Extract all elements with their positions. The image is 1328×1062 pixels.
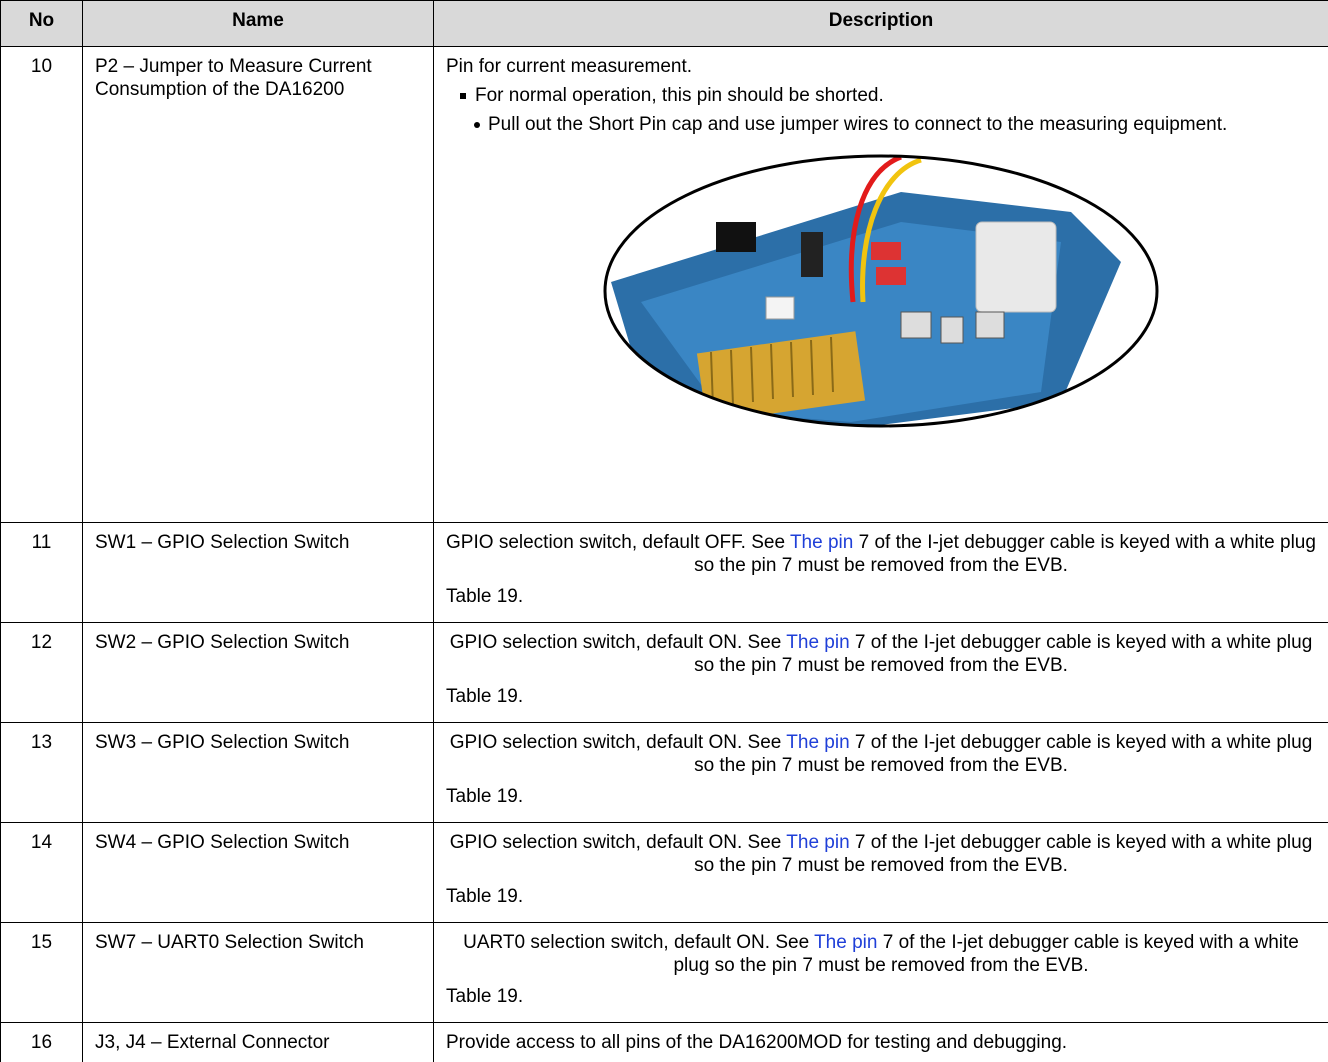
- header-cell: Name: [82, 0, 434, 47]
- description-text: GPIO selection switch, default ON. See T…: [446, 831, 1316, 877]
- table-row: 15 SW7 – UART0 Selection Switch UART0 sele…: [0, 922, 1328, 1023]
- sub-bullet: Pull out the Short Pin cap and use jumpe…: [446, 113, 1316, 136]
- description-intro: Pin for current measurement.: [446, 56, 693, 77]
- table-reference: Table 19.: [446, 786, 524, 807]
- row-name: SW1 – GPIO Selection Switch: [82, 522, 434, 623]
- row-number: 12: [0, 622, 83, 723]
- description-text: GPIO selection switch, default OFF. See …: [446, 531, 1316, 577]
- header-cell: Description: [433, 0, 1328, 47]
- cross-reference-link[interactable]: The pin: [786, 632, 850, 653]
- row-description: Pin for current measurement. For normal o…: [433, 46, 1328, 523]
- cross-reference-link[interactable]: The pin: [814, 932, 878, 953]
- row-description: GPIO selection switch, default ON. See T…: [433, 822, 1328, 923]
- row-number: 14: [0, 822, 83, 923]
- table-row: 14 SW4 – GPIO Selection Switch GPIO select…: [0, 822, 1328, 923]
- board-illustration: [603, 154, 1159, 428]
- text: 7 of the I-jet debugger cable is keyed w…: [673, 932, 1299, 976]
- text: GPIO selection switch, default ON. See: [449, 832, 787, 853]
- text: GPIO selection switch, default ON. See: [449, 632, 787, 653]
- header-row: No Name Description: [0, 0, 1328, 47]
- table-reference: Table 19.: [446, 986, 524, 1007]
- row-description: Provide access to all pins of the DA1620…: [433, 1022, 1328, 1062]
- text: UART0 selection switch, default ON. See: [463, 932, 815, 953]
- row-name: SW7 – UART0 Selection Switch: [82, 922, 434, 1023]
- cross-reference-link[interactable]: The pin: [786, 832, 850, 853]
- text: 7 of the I-jet debugger cable is keyed w…: [694, 832, 1313, 876]
- row-name: SW4 – GPIO Selection Switch: [82, 822, 434, 923]
- text: 7 of the I-jet debugger cable is keyed w…: [694, 532, 1316, 576]
- table-row: 13 SW3 – GPIO Selection Switch GPIO select…: [0, 722, 1328, 823]
- header-cell: No: [0, 0, 83, 47]
- row-name: P2 – Jumper to Measure Current Consumpti…: [82, 46, 434, 523]
- board-photo: [446, 152, 1316, 436]
- text: 7 of the I-jet debugger cable is keyed w…: [694, 632, 1313, 676]
- row-description: GPIO selection switch, default ON. See T…: [433, 622, 1328, 723]
- bullet: For normal operation, this pin should be…: [446, 84, 1316, 107]
- table-row: 16 J3, J4 – External Connector Provide acc…: [0, 1022, 1328, 1062]
- row-name: J3, J4 – External Connector: [82, 1022, 434, 1062]
- text: GPIO selection switch, default OFF. See: [446, 532, 790, 553]
- cross-reference-link[interactable]: The pin: [789, 532, 854, 553]
- description-text: GPIO selection switch, default ON. See T…: [446, 631, 1316, 677]
- row-name: SW2 – GPIO Selection Switch: [82, 622, 434, 723]
- table-reference: Table 19.: [446, 886, 524, 907]
- table-row: 10 P2 – Jumper to Measure Current Consump…: [0, 46, 1328, 523]
- row-description: UART0 selection switch, default ON. See …: [433, 922, 1328, 1023]
- row-number: 11: [0, 522, 83, 623]
- cross-reference-link[interactable]: The pin: [786, 732, 850, 753]
- table-row: 12 SW2 – GPIO Selection Switch GPIO select…: [0, 622, 1328, 723]
- table-reference: Table 19.: [446, 586, 524, 607]
- text: 7 of the I-jet debugger cable is keyed w…: [694, 732, 1313, 776]
- row-number: 16: [0, 1022, 83, 1062]
- table-row: 11 SW1 – GPIO Selection Switch GPIO select…: [0, 522, 1328, 623]
- description-text: Provide access to all pins of the DA1620…: [446, 1032, 1068, 1053]
- row-number: 10: [0, 46, 83, 523]
- row-name: SW3 – GPIO Selection Switch: [82, 722, 434, 823]
- table-reference: Table 19.: [446, 686, 524, 707]
- row-description: GPIO selection switch, default OFF. See …: [433, 522, 1328, 623]
- row-number: 13: [0, 722, 83, 823]
- text: GPIO selection switch, default ON. See: [449, 732, 787, 753]
- row-description: GPIO selection switch, default ON. See T…: [433, 722, 1328, 823]
- description-text: UART0 selection switch, default ON. See …: [446, 931, 1316, 977]
- description-text: GPIO selection switch, default ON. See T…: [446, 731, 1316, 777]
- row-number: 15: [0, 922, 83, 1023]
